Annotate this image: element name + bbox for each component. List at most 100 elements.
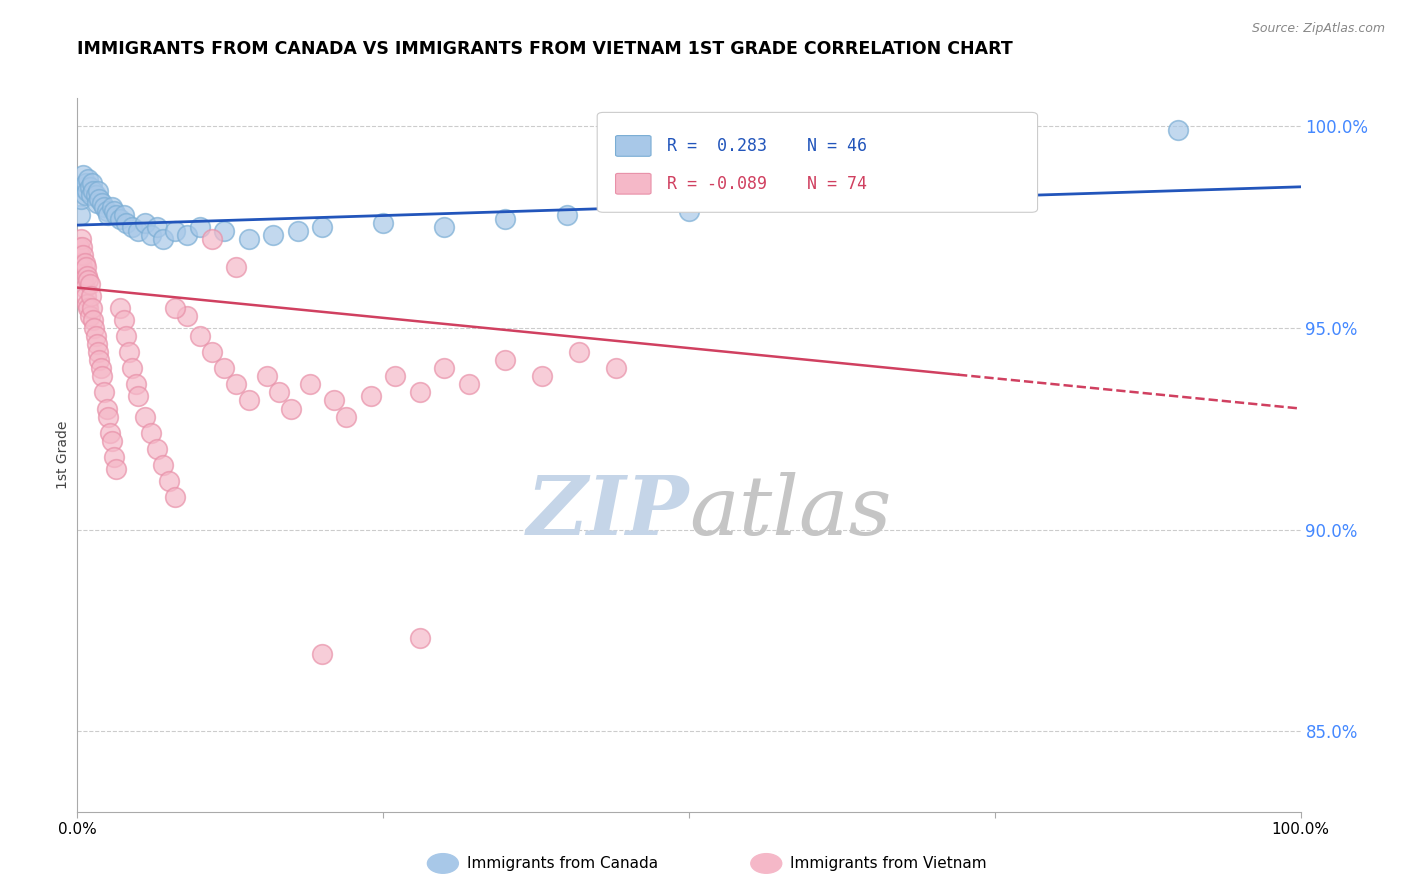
Text: Immigrants from Vietnam: Immigrants from Vietnam — [790, 856, 987, 871]
Point — [298, 377, 321, 392]
Point — [112, 313, 135, 327]
Point — [146, 442, 169, 456]
Point — [70, 240, 93, 254]
Text: Source: ZipAtlas.com: Source: ZipAtlas.com — [1251, 22, 1385, 36]
Point — [77, 272, 100, 286]
Point — [97, 409, 120, 424]
Point — [371, 216, 394, 230]
FancyBboxPatch shape — [616, 173, 651, 194]
Point — [73, 256, 96, 270]
Point — [80, 187, 103, 202]
FancyBboxPatch shape — [598, 112, 1038, 212]
Point — [128, 389, 150, 403]
FancyBboxPatch shape — [616, 136, 651, 156]
Point — [225, 377, 247, 392]
Point — [146, 220, 169, 235]
Point — [75, 260, 97, 275]
Point — [238, 232, 260, 246]
Point — [360, 389, 382, 403]
Point — [79, 179, 101, 194]
Text: IMMIGRANTS FROM CANADA VS IMMIGRANTS FROM VIETNAM 1ST GRADE CORRELATION CHART: IMMIGRANTS FROM CANADA VS IMMIGRANTS FRO… — [77, 40, 1014, 58]
Point — [72, 168, 94, 182]
Point — [409, 385, 432, 400]
Point — [121, 361, 143, 376]
Point — [87, 345, 110, 359]
Point — [83, 321, 105, 335]
Point — [495, 212, 517, 227]
Point — [70, 256, 93, 270]
Point — [69, 248, 91, 262]
Point — [86, 337, 108, 351]
Point — [262, 228, 284, 243]
Point — [89, 353, 111, 368]
Point — [96, 401, 118, 416]
Point — [457, 377, 479, 392]
Point — [495, 353, 517, 368]
Point — [1167, 123, 1189, 137]
Point — [108, 301, 131, 315]
Point — [165, 490, 187, 504]
Point — [73, 280, 96, 294]
Point — [165, 301, 187, 315]
Point — [568, 345, 591, 359]
Point — [201, 345, 224, 359]
Point — [323, 393, 346, 408]
Point — [82, 313, 104, 327]
Point — [73, 187, 96, 202]
Point — [409, 632, 432, 646]
Point — [70, 232, 93, 246]
Point — [311, 220, 333, 235]
Point — [82, 184, 104, 198]
Point — [157, 474, 180, 488]
Point — [531, 369, 554, 384]
Point — [134, 409, 156, 424]
Point — [96, 204, 118, 219]
Point — [100, 434, 122, 448]
Point — [90, 369, 112, 384]
Point — [433, 361, 456, 376]
Point — [70, 260, 93, 275]
Point — [152, 232, 174, 246]
Text: R = -0.089    N = 74: R = -0.089 N = 74 — [666, 175, 868, 193]
Text: Immigrants from Canada: Immigrants from Canada — [467, 856, 658, 871]
Text: ZIP: ZIP — [526, 472, 689, 552]
Point — [555, 208, 578, 222]
Point — [139, 425, 162, 440]
Point — [72, 248, 94, 262]
Point — [134, 216, 156, 230]
Point — [87, 184, 110, 198]
Point — [76, 297, 98, 311]
Point — [103, 450, 125, 464]
Point — [433, 220, 456, 235]
Point — [79, 277, 101, 291]
Point — [238, 393, 260, 408]
Point — [90, 361, 112, 376]
Point — [287, 224, 309, 238]
Point — [93, 385, 115, 400]
Point — [72, 272, 94, 286]
Point — [256, 369, 278, 384]
Point — [121, 220, 143, 235]
Point — [335, 409, 357, 424]
Point — [76, 268, 98, 283]
Point — [188, 329, 211, 343]
Y-axis label: 1st Grade: 1st Grade — [56, 421, 70, 489]
Point — [201, 232, 224, 246]
Point — [84, 329, 107, 343]
Point — [176, 228, 198, 243]
Point — [311, 648, 333, 662]
Text: R =  0.283    N = 46: R = 0.283 N = 46 — [666, 137, 868, 155]
Point — [112, 208, 135, 222]
Text: atlas: atlas — [689, 472, 891, 552]
Point — [103, 204, 125, 219]
Point — [69, 208, 91, 222]
Point — [165, 224, 187, 238]
Point — [97, 208, 120, 222]
Point — [212, 224, 235, 238]
Point — [76, 184, 98, 198]
Point — [225, 260, 247, 275]
Point — [118, 345, 141, 359]
Point — [100, 200, 122, 214]
Point — [77, 171, 100, 186]
Point — [269, 385, 291, 400]
